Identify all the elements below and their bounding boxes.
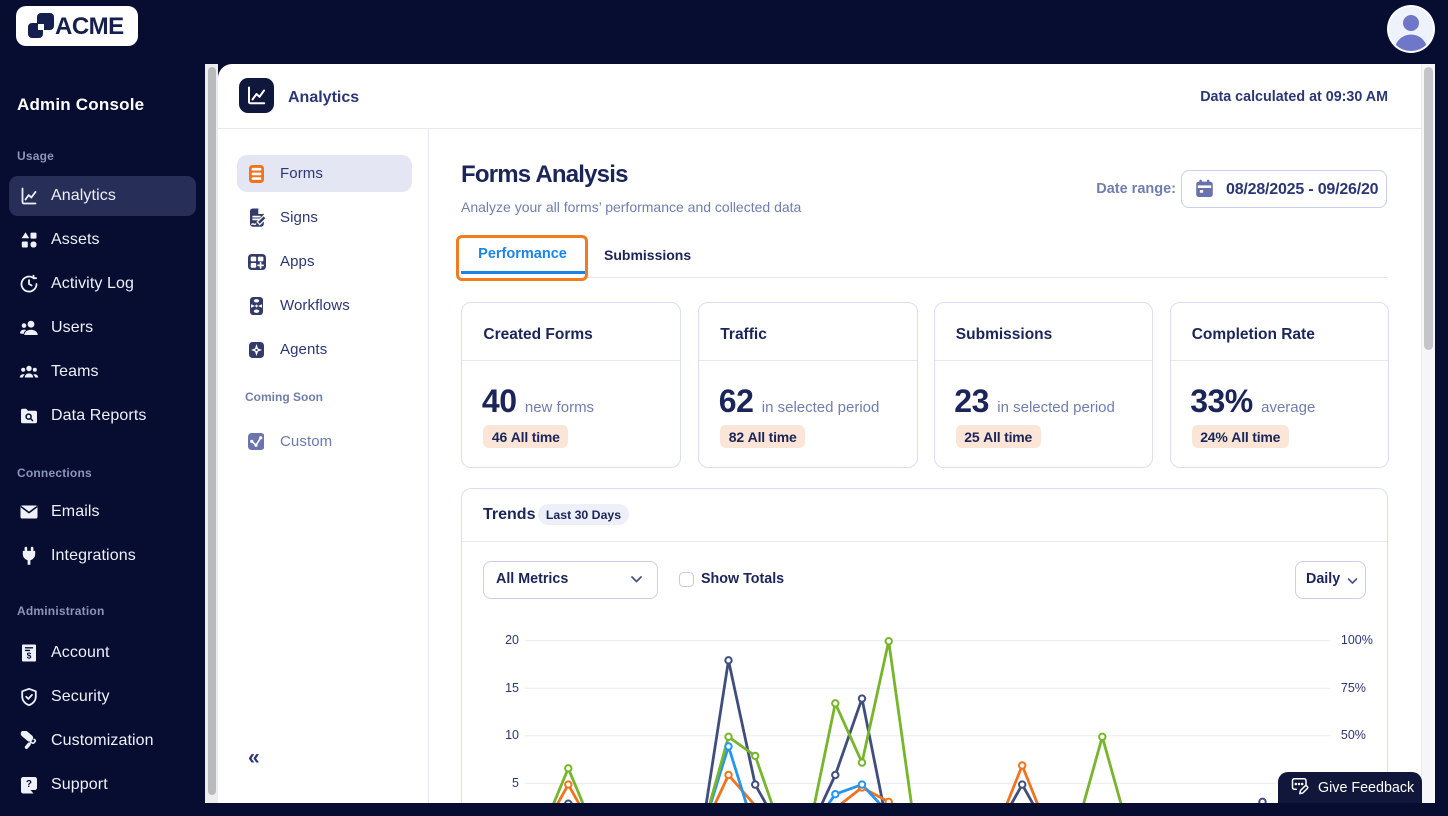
svg-text:$: $ [27,650,32,660]
svg-text:?: ? [26,779,32,790]
